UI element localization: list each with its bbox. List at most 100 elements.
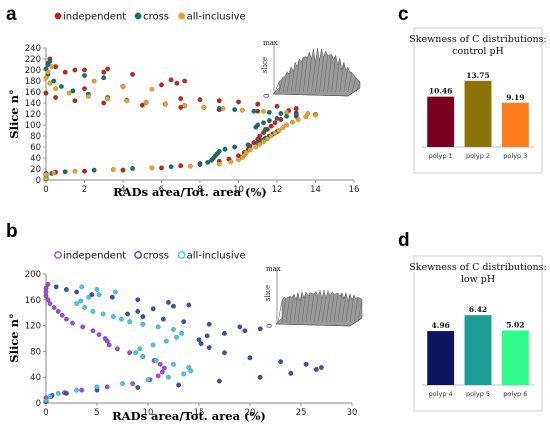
y-tick-label: 220 <box>25 55 41 65</box>
data-point <box>216 161 222 167</box>
data-point <box>220 105 226 111</box>
data-point <box>305 110 311 116</box>
data-point <box>274 103 280 109</box>
data-point <box>47 80 53 86</box>
data-point <box>228 159 234 165</box>
series-independent <box>43 56 319 181</box>
data-point <box>245 142 251 148</box>
data-point <box>104 384 110 390</box>
data-point <box>81 168 87 174</box>
y-tick-label: 200 <box>25 66 41 76</box>
y-tick-label: 180 <box>25 77 41 87</box>
surface-ridge <box>323 55 328 93</box>
data-point <box>266 109 272 115</box>
data-point <box>261 108 267 114</box>
data-point <box>257 141 263 147</box>
y-axis-title: Slice n° <box>7 89 21 138</box>
legend-label: all-inclusive <box>187 12 246 23</box>
data-point <box>49 64 55 70</box>
data-point <box>174 334 180 340</box>
data-point <box>158 82 164 88</box>
x-axis-title: RADs area/Tot. area (%) <box>112 409 266 423</box>
data-point <box>58 83 64 89</box>
legend-label: cross <box>143 12 169 23</box>
data-point <box>70 88 76 94</box>
y-tick-label: 20 <box>30 165 41 175</box>
surface-ridge <box>325 296 331 323</box>
bar <box>501 330 529 385</box>
data-point <box>127 350 133 356</box>
data-point <box>155 324 161 330</box>
data-point <box>96 292 102 298</box>
data-point <box>62 169 68 175</box>
data-point <box>135 297 141 303</box>
data-point <box>90 308 96 314</box>
x-tick-label: 12 <box>272 185 283 195</box>
data-point <box>158 165 164 171</box>
data-point <box>163 338 169 344</box>
data-point <box>135 385 141 391</box>
data-point <box>124 98 130 104</box>
data-point <box>145 377 151 383</box>
surface-ridge <box>281 298 287 323</box>
series-cross <box>43 284 324 404</box>
bar <box>427 96 455 147</box>
data-point <box>55 308 61 314</box>
data-point <box>255 122 261 128</box>
data-point <box>130 381 136 387</box>
data-point <box>101 100 107 106</box>
surface-ridge <box>274 81 280 93</box>
data-point <box>268 133 274 139</box>
data-point <box>130 165 136 171</box>
data-point <box>91 167 97 173</box>
data-point <box>120 167 126 173</box>
data-point <box>165 299 171 305</box>
surface-ridge <box>299 57 304 93</box>
x-tick-label: 0 <box>43 408 48 418</box>
data-point <box>170 361 176 367</box>
data-point <box>53 86 59 92</box>
bar-category-label: polyp 1 <box>429 152 453 160</box>
data-point <box>62 69 68 75</box>
inset-label-zero: 0 <box>266 324 274 328</box>
data-point <box>179 330 185 336</box>
series-independent <box>43 281 167 405</box>
surface-ridge <box>301 292 307 323</box>
surface-ridge <box>337 292 343 323</box>
data-point <box>59 312 65 318</box>
bar-value-label: 6.42 <box>469 305 487 314</box>
data-point <box>170 303 176 309</box>
data-point <box>182 78 188 84</box>
legend-marker <box>54 12 62 20</box>
surface-inset: max slice 0 <box>261 39 361 98</box>
y-tick-label: 80 <box>30 132 41 142</box>
data-point <box>276 127 282 133</box>
data-point <box>45 281 51 287</box>
data-point <box>72 168 78 174</box>
y-tick-label: 120 <box>25 110 41 120</box>
data-point <box>81 86 87 92</box>
data-point <box>293 112 299 118</box>
x-tick-label: 0 <box>43 185 48 195</box>
surface-ridge <box>278 77 284 93</box>
data-point <box>251 108 257 114</box>
data-point <box>181 371 187 377</box>
data-point <box>110 314 116 320</box>
data-point <box>253 144 259 150</box>
data-point <box>47 301 53 307</box>
legend-marker <box>134 12 142 20</box>
data-point <box>181 319 187 325</box>
surface-ridge <box>345 293 351 323</box>
bar-value-label: 13.75 <box>466 71 490 80</box>
y-tick-label: 40 <box>30 373 41 383</box>
legend-label: independent <box>63 251 126 262</box>
surface-ridge <box>286 66 292 93</box>
data-point <box>313 366 319 372</box>
data-point <box>289 119 295 125</box>
data-point <box>237 324 243 330</box>
data-point <box>160 316 166 322</box>
data-point <box>206 345 212 351</box>
data-point <box>96 332 102 338</box>
data-point <box>222 146 228 152</box>
surface-ridge <box>341 292 347 323</box>
